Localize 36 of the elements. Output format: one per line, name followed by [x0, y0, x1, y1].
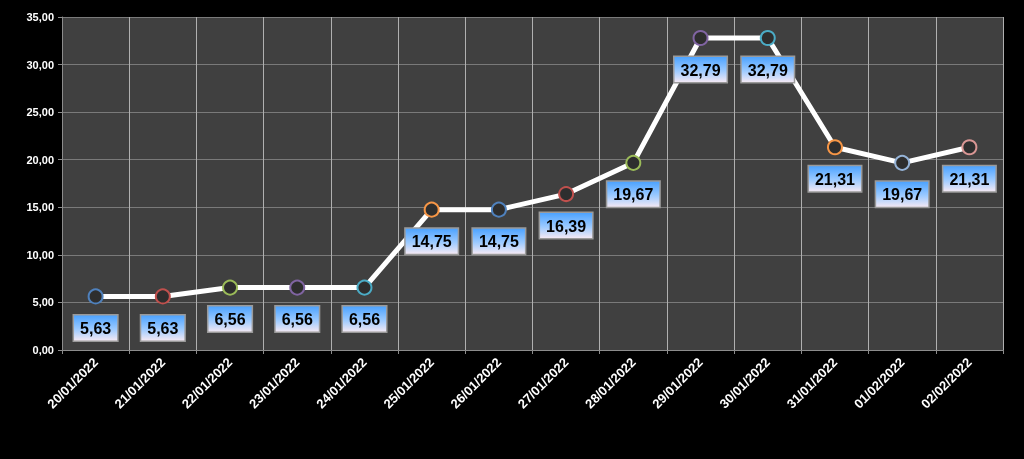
- y-tick-label: 5,00: [32, 296, 54, 309]
- point: [356, 279, 373, 296]
- data-label: 5,63: [80, 319, 112, 337]
- y-tick-label: 30,00: [26, 58, 54, 71]
- y-tick-label: 10,00: [26, 248, 54, 261]
- point: [692, 30, 709, 47]
- point: [289, 279, 306, 296]
- data-label: 6,56: [214, 311, 246, 329]
- point: [490, 201, 507, 218]
- point: [87, 288, 104, 305]
- point: [558, 186, 575, 203]
- data-label: 32,79: [680, 61, 721, 79]
- data-label: 16,39: [546, 217, 587, 235]
- y-tick-label: 25,00: [26, 106, 54, 119]
- point: [222, 279, 239, 296]
- point: [826, 139, 843, 156]
- data-label: 6,56: [348, 311, 381, 329]
- y-tick-label: 35,00: [26, 11, 54, 23]
- data-label: 32,79: [747, 61, 788, 79]
- point: [961, 139, 978, 156]
- point: [894, 154, 911, 171]
- point: [423, 201, 440, 218]
- data-label: 14,75: [478, 233, 520, 251]
- data-label: 19,67: [882, 186, 923, 204]
- y-tick-label: 0,00: [32, 344, 54, 356]
- data-label: 5,63: [147, 319, 179, 337]
- y-tick-label: 15,00: [26, 201, 54, 214]
- data-label: 19,67: [613, 186, 654, 204]
- point: [759, 30, 776, 47]
- data-label: 14,75: [411, 233, 452, 251]
- y-tick-label: 20,00: [26, 153, 54, 166]
- point: [625, 154, 642, 171]
- data-label: 21,31: [814, 170, 856, 188]
- data-label: 6,56: [281, 311, 313, 329]
- point: [154, 288, 171, 305]
- data-label: 21,31: [949, 170, 990, 188]
